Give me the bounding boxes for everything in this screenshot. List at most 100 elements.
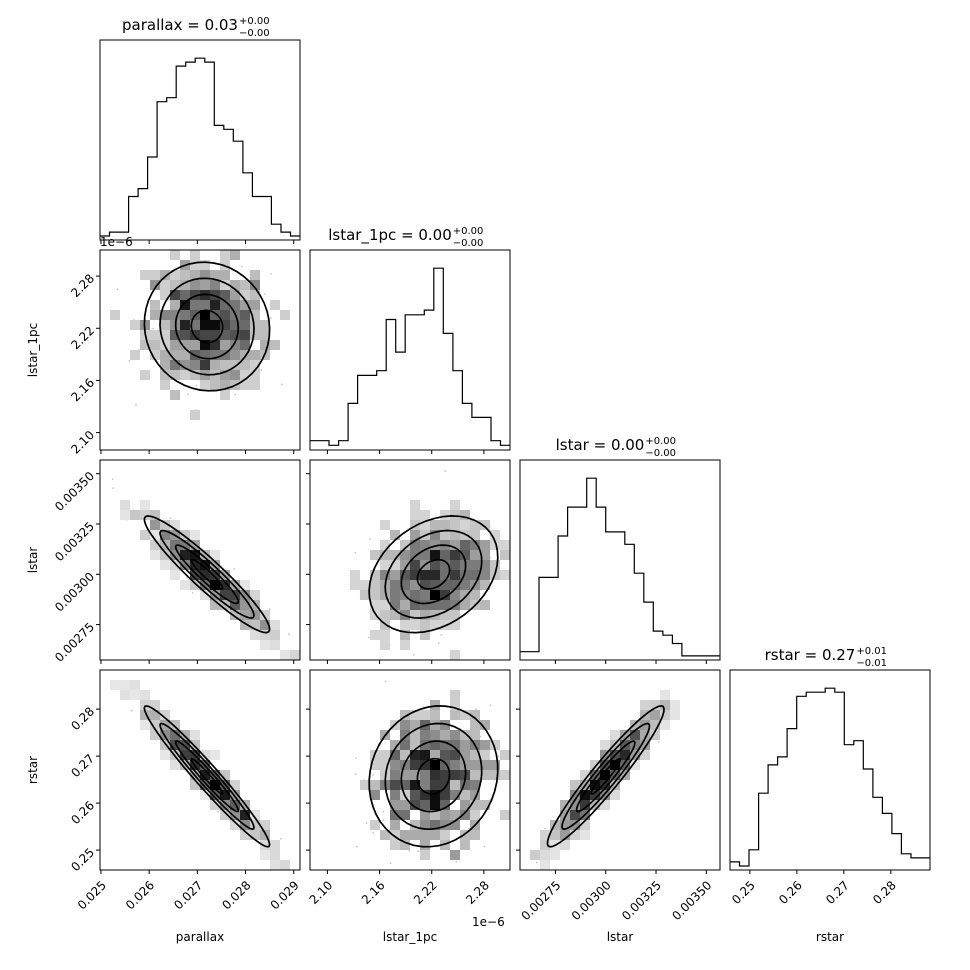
density-cell [250,820,260,830]
sample-point [408,849,411,852]
density-cell [460,540,470,550]
density-cell [490,770,500,780]
density-cell [190,560,200,570]
density-cell [110,680,120,690]
density-cell [120,690,130,700]
density-cell [390,780,400,790]
density-cell [490,560,500,570]
density-cell [610,730,620,740]
density-cell [400,730,410,740]
density-cell [470,540,480,550]
density-cell [420,710,430,720]
density-cell [190,280,200,290]
density-cell [230,600,240,610]
density-cell [250,270,260,280]
density-cell [200,360,210,370]
density-cell [270,860,280,870]
density-cell [480,770,490,780]
density-cell [160,360,170,370]
density-cell [410,820,420,830]
density-cell [430,700,440,710]
histogram-step-rstar [730,687,930,867]
density-cell [230,330,240,340]
density-cell [400,600,410,610]
sample-point [372,832,375,834]
x-tick-label: 0.026 [123,878,157,912]
density-cell [410,760,420,770]
density-cell [190,290,200,300]
density-cell [420,590,430,600]
density-cell [250,630,260,640]
density-cell [210,800,220,810]
sample-point [437,642,440,645]
density-cell [620,760,630,770]
density-cell [180,340,190,350]
density-cell [610,780,620,790]
density-cell [380,560,390,570]
density-cell [440,770,450,780]
density-cell [390,820,400,830]
contour-level-1 [190,309,224,344]
density-cell [380,750,390,760]
density-cell [480,580,490,590]
sample-point [234,393,237,396]
density-cell [180,290,190,300]
density-cell [670,710,680,720]
density-panel-parallax-vs-lstar_1pc [99,249,301,451]
density-cell [200,280,210,290]
density-cell [470,760,480,770]
density-cell [120,500,130,510]
density-cell [140,710,150,720]
density-cell [190,260,200,270]
sample-point [191,592,194,594]
density-cell [190,580,200,590]
density-cell [480,750,490,760]
density-cell [380,550,390,560]
density-cell [220,370,230,380]
sample-point [544,827,546,830]
density-cell [160,330,170,340]
sample-point [270,272,272,275]
density-cell [230,780,240,790]
contour-level-3 [159,529,255,619]
density-cell [140,510,150,520]
density-cell [200,560,210,570]
density-cell [200,300,210,310]
density-cell [580,770,590,780]
density-cell [400,740,410,750]
density-cell [480,550,490,560]
density-cell [410,800,420,810]
panel-title-rstar: rstar = 0.27 [765,646,856,664]
density-cell [480,520,490,530]
density-cell [190,780,200,790]
density-cell [230,250,240,260]
density-cell [430,820,440,830]
density-cell [180,270,190,280]
density-cell [470,530,480,540]
density-cell [150,350,160,360]
density-cell [660,720,670,730]
x-tick-label: 0.00350 [669,878,714,923]
contour-level-2 [174,544,240,605]
density-cell [460,750,470,760]
density-cell [160,290,170,300]
density-cell [440,830,450,840]
density-cell [450,690,460,700]
density-cell [200,750,210,760]
density-cell [420,580,430,590]
panel-title-lower-rstar: −0.01 [856,658,887,669]
sample-point [354,551,357,554]
density-cell [550,830,560,840]
density-cell [400,750,410,760]
density-cell [630,720,640,730]
density-cell [420,630,430,640]
density-cell [420,770,430,780]
density-cell [170,250,180,260]
y-tick-label: 0.00325 [52,519,97,564]
density-cell [180,330,190,340]
density-cell [650,710,660,720]
density-cell [450,510,460,520]
y-offset-text: 1e−6 [100,235,133,249]
density-cell [400,620,410,630]
sample-point [260,369,263,372]
